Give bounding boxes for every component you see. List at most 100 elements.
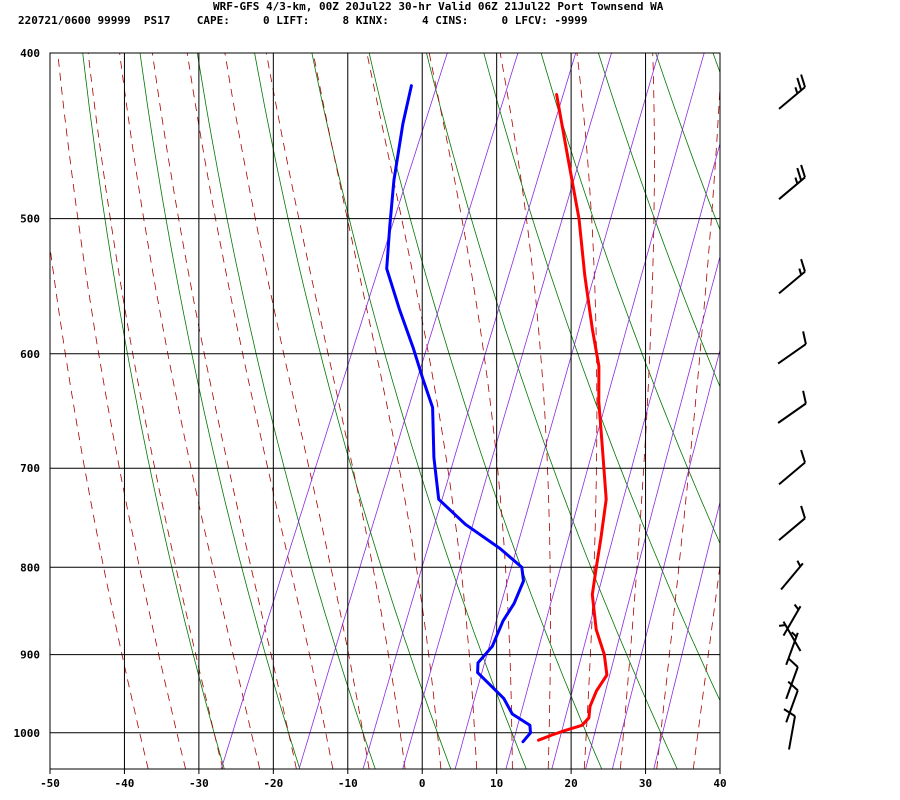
barb-half-flag: [791, 631, 798, 638]
moist-adiabat: [224, 53, 370, 769]
x-tick-label: 0: [419, 777, 426, 790]
sounding-indices: 220721/0600 99999 PS17 CAPE: 0 LIFT: 8 K…: [18, 14, 588, 27]
dry-adiabat: [869, 15, 900, 769]
barb-half-flag: [793, 603, 800, 611]
wind-barb: [782, 603, 802, 637]
wind-barb: [778, 449, 806, 486]
mixing-ratio-line: [505, 53, 705, 769]
profiles: [385, 84, 609, 744]
barb-half-flag: [778, 624, 786, 627]
barb-staff: [782, 621, 802, 652]
dry-adiabat: [597, 53, 720, 388]
plot-frame: [49, 52, 721, 770]
barb-staff: [785, 666, 799, 700]
mixing-ratio-line: [362, 53, 577, 769]
barb-half-flag: [794, 86, 799, 94]
moist-adiabat: [265, 53, 406, 769]
mixing-ratio-line: [612, 348, 720, 769]
barb-flag: [796, 167, 803, 181]
wind-barb: [778, 505, 806, 541]
mixing-ratio-line: [298, 53, 519, 769]
moist-adiabat: [87, 53, 224, 769]
moist-adiabat: [57, 53, 186, 769]
barb-flag: [787, 657, 799, 668]
wind-barb: [783, 708, 796, 750]
barb-flag: [800, 164, 806, 178]
dry-adiabat: [540, 53, 720, 545]
moist-adiabat: [119, 53, 261, 769]
barb-flag: [802, 390, 807, 404]
moist-adiabat: [151, 53, 297, 769]
moist-adiabat: [620, 53, 655, 769]
wind-barb: [780, 560, 804, 591]
barb-half-flag: [798, 268, 803, 276]
barb-staff: [785, 690, 799, 723]
barb-flag: [800, 258, 806, 272]
chart-title: WRF-GFS 4/3-km, 00Z 20Jul22 30-hr Valid …: [213, 0, 664, 13]
x-tick-label: -30: [189, 777, 209, 790]
y-tick-label: 500: [20, 213, 40, 226]
temperature-profile: [537, 93, 609, 742]
mixing-ratio-line: [551, 142, 720, 769]
dry-adiabat: [139, 53, 301, 769]
moist-adiabat: [576, 53, 598, 769]
moist-adiabat: [692, 562, 720, 769]
barb-flag: [800, 449, 806, 463]
wind-barb: [778, 74, 806, 110]
dry-adiabat: [82, 53, 225, 769]
moist-adiabat: [50, 244, 149, 769]
moist-adiabat: [312, 53, 442, 769]
wind-barb: [777, 331, 807, 365]
dewpoint-profile: [385, 84, 532, 744]
barb-staff: [778, 517, 806, 541]
dry-adiabat: [712, 53, 720, 74]
barb-flag: [783, 708, 796, 717]
mixing-ratio-line: [454, 53, 660, 769]
wind-barb: [785, 657, 799, 700]
moist-adiabat: [730, 15, 843, 769]
y-tick-label: 700: [20, 462, 40, 475]
barb-staff: [788, 715, 796, 750]
barb-half-flag: [796, 560, 802, 567]
barb-staff: [778, 270, 806, 295]
x-tick-label: -40: [115, 777, 135, 790]
x-tick-label: 20: [564, 777, 577, 790]
wind-barb: [778, 621, 802, 652]
barb-staff: [777, 343, 807, 365]
x-tick-label: -20: [263, 777, 283, 790]
dry-adiabat: [483, 53, 720, 702]
dry-adiabat: [813, 15, 900, 769]
x-tick-label: 10: [490, 777, 503, 790]
wind-barb: [778, 164, 806, 200]
wind-barb: [785, 680, 799, 723]
barb-flag: [800, 505, 806, 519]
x-tick-label: 40: [713, 777, 726, 790]
mixing-ratio-line: [653, 500, 720, 769]
barb-flag: [796, 77, 803, 91]
x-tick-label: 30: [639, 777, 652, 790]
background-lines: [50, 15, 900, 769]
mixing-ratio-line: [585, 255, 720, 769]
barb-flag: [802, 331, 807, 345]
wind-barb: [777, 390, 807, 424]
moist-adiabat: [366, 53, 477, 769]
barb-staff: [777, 402, 807, 424]
barb-half-flag: [794, 177, 799, 185]
dry-adiabat: [756, 15, 900, 769]
barb-flag: [787, 680, 799, 692]
moist-adiabat: [656, 80, 720, 769]
x-tick-label: -10: [338, 777, 358, 790]
barb-staff: [782, 605, 802, 637]
mixing-ratio-line: [220, 53, 448, 769]
barb-staff: [778, 176, 806, 200]
y-tick-label: 900: [20, 649, 40, 662]
mixing-ratio-line: [402, 53, 612, 769]
y-tick-label: 400: [20, 47, 40, 60]
tick-labels: -50 -40 -30 -20 -10 0 10 20 30 40 400 500 600 700 800 9…: [14, 47, 727, 790]
barb-staff: [778, 86, 806, 110]
barb-staff: [780, 562, 804, 591]
moist-adiabat: [186, 53, 334, 769]
dry-adiabat: [254, 53, 452, 769]
barb-flag: [800, 74, 806, 88]
